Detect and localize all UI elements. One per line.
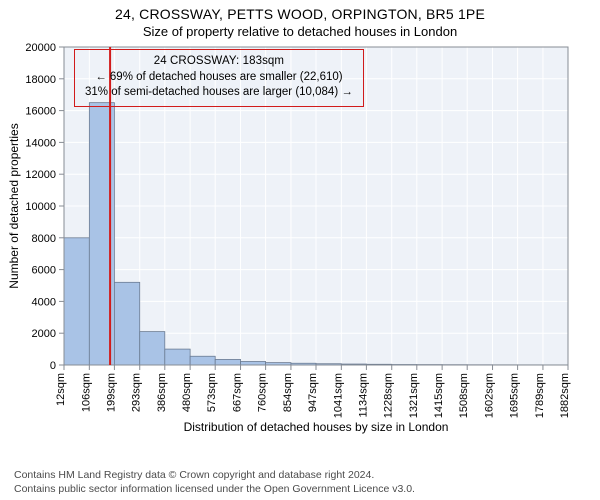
attribution-footer: Contains HM Land Registry data © Crown c… [0,468,600,496]
x-tick-label: 293sqm [131,373,143,412]
x-axis-label: Distribution of detached houses by size … [184,420,449,434]
callout-line-left: ← 69% of detached houses are smaller (22… [85,70,353,86]
y-tick-label: 4000 [32,296,56,308]
footer-line-2: Contains public sector information licen… [14,482,600,496]
x-tick-label: 667sqm [232,373,244,412]
marker-callout: 24 CROSSWAY: 183sqm ← 69% of detached ho… [74,49,364,107]
x-tick-label: 573sqm [206,373,218,412]
histogram-bar [241,362,266,365]
callout-line-right: 31% of semi-detached houses are larger (… [85,85,353,101]
y-tick-label: 12000 [25,169,56,181]
chart-title-sub: Size of property relative to detached ho… [0,22,600,39]
y-tick-label: 0 [50,360,56,372]
histogram-bar [165,349,190,365]
x-tick-label: 1508sqm [458,373,470,418]
histogram-bar [215,359,240,365]
y-tick-label: 8000 [32,233,56,245]
histogram-bar [64,238,89,365]
histogram-bar [190,356,215,365]
y-tick-label: 16000 [25,106,56,118]
x-tick-label: 199sqm [105,373,117,412]
y-tick-label: 6000 [32,265,56,277]
y-tick-label: 10000 [25,201,56,213]
x-tick-label: 12sqm [55,373,67,406]
x-tick-label: 1695sqm [509,373,521,418]
x-tick-label: 480sqm [181,373,193,412]
y-tick-label: 14000 [25,137,56,149]
x-tick-label: 1134sqm [357,373,369,417]
x-tick-label: 1041sqm [332,373,344,418]
x-tick-label: 1321sqm [408,373,420,418]
y-tick-label: 20000 [25,42,56,54]
x-tick-label: 1882sqm [559,373,571,418]
x-tick-label: 1228sqm [383,373,395,418]
y-tick-label: 18000 [25,74,56,86]
y-axis-label: Number of detached properties [7,123,21,288]
histogram-bar [114,282,139,365]
x-tick-label: 760sqm [257,373,269,412]
x-tick-label: 1602sqm [484,373,496,418]
y-tick-label: 2000 [32,328,56,340]
x-tick-label: 1415sqm [433,373,445,418]
chart-title-main: 24, CROSSWAY, PETTS WOOD, ORPINGTON, BR5… [0,0,600,22]
x-tick-label: 1789sqm [534,373,546,418]
footer-line-1: Contains HM Land Registry data © Crown c… [14,468,600,482]
chart-area: 0 2000 4000 6000 8000 10000 12000 14000 16000 180… [0,39,600,437]
x-tick-label: 106sqm [80,373,92,412]
x-tick-label: 386sqm [156,373,168,412]
x-tick-label: 854sqm [282,373,294,412]
x-tick-label: 947sqm [307,373,319,412]
callout-title: 24 CROSSWAY: 183sqm [85,54,353,70]
histogram-bar [140,332,165,365]
